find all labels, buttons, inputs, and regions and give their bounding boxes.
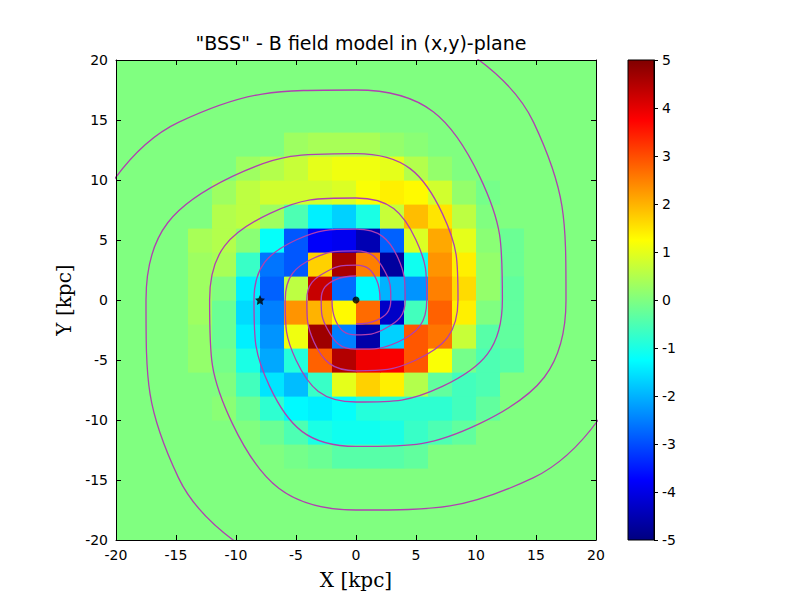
svg-text:1: 1 (662, 244, 671, 260)
svg-text:-5: -5 (94, 352, 108, 368)
svg-text:-1: -1 (662, 340, 676, 356)
svg-text:20: 20 (587, 547, 605, 563)
svg-text:4: 4 (662, 100, 671, 116)
svg-text:-15: -15 (85, 472, 108, 488)
svg-text:2: 2 (662, 196, 671, 212)
svg-text:10: 10 (467, 547, 485, 563)
svg-text:0: 0 (662, 292, 671, 308)
svg-text:10: 10 (90, 172, 108, 188)
svg-text:X [kpc]: X [kpc] (320, 568, 392, 592)
svg-text:-10: -10 (85, 412, 108, 428)
svg-text:15: 15 (90, 112, 108, 128)
svg-text:Y [kpc]: Y [kpc] (52, 264, 76, 336)
svg-text:0: 0 (352, 547, 361, 563)
svg-text:20: 20 (90, 52, 108, 68)
svg-text:-5: -5 (289, 547, 303, 563)
svg-text:"BSS" - B field model in (x,y): "BSS" - B field model in (x,y)-plane (196, 32, 527, 54)
svg-text:-20: -20 (85, 532, 108, 548)
svg-text:-2: -2 (662, 388, 676, 404)
svg-text:3: 3 (662, 148, 671, 164)
svg-text:-5: -5 (662, 532, 676, 548)
svg-text:5: 5 (662, 52, 671, 68)
svg-text:-20: -20 (105, 547, 128, 563)
svg-text:5: 5 (99, 232, 108, 248)
svg-text:5: 5 (412, 547, 421, 563)
svg-text:-3: -3 (662, 436, 676, 452)
svg-text:0: 0 (99, 292, 108, 308)
svg-text:-15: -15 (165, 547, 188, 563)
svg-text:15: 15 (527, 547, 545, 563)
svg-text:-4: -4 (662, 484, 676, 500)
svg-text:-10: -10 (225, 547, 248, 563)
